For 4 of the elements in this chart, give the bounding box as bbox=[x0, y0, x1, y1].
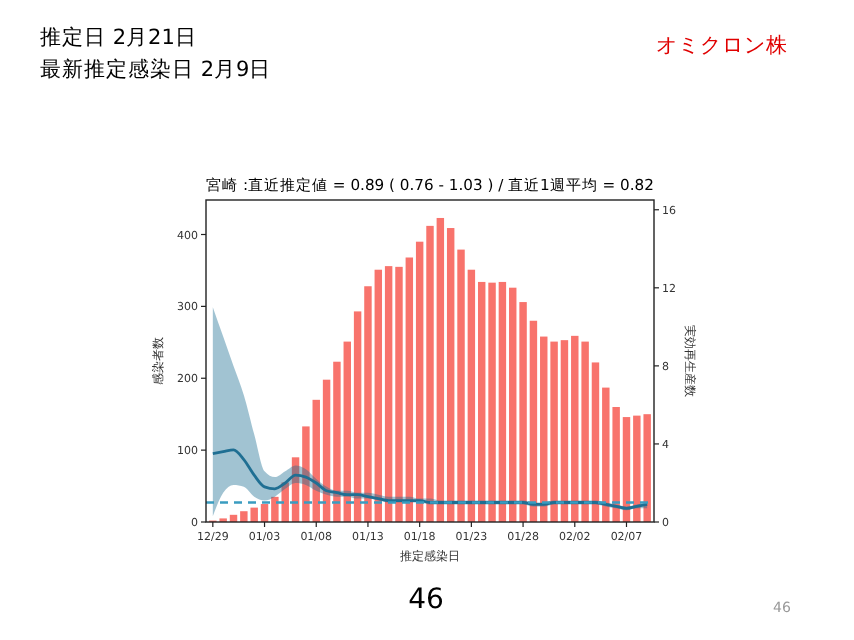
text: 最新推定感染日 2月9日 bbox=[40, 56, 272, 82]
text: オミクロン株 bbox=[656, 32, 788, 58]
text: 46 bbox=[408, 584, 444, 616]
text: 推定日 2月21日 bbox=[40, 24, 197, 50]
